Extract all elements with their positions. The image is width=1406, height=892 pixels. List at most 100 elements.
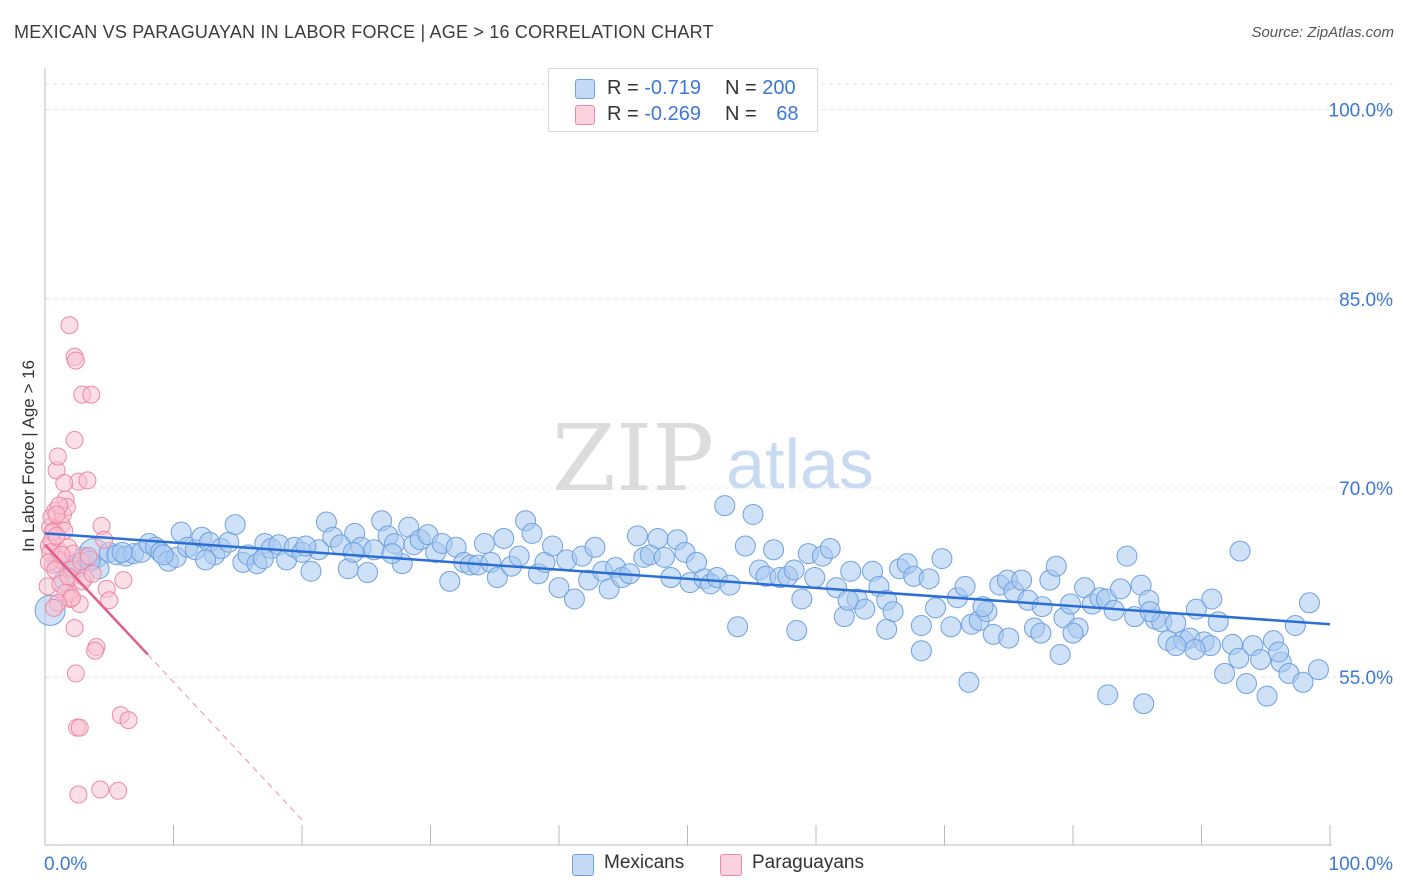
data-point-paraguayans xyxy=(119,711,138,730)
data-point-mexicans xyxy=(931,548,953,570)
trendline-paraguayans xyxy=(44,543,149,656)
data-point-mexicans xyxy=(584,536,606,558)
data-point-mexicans xyxy=(1165,612,1187,634)
legend-r-mexicans: R = -0.719 xyxy=(607,77,701,99)
data-point-paraguayans xyxy=(91,780,110,799)
data-point-mexicans xyxy=(727,616,749,638)
data-point-mexicans xyxy=(1110,578,1132,600)
data-point-mexicans xyxy=(224,514,246,536)
data-point-mexicans xyxy=(998,627,1020,649)
data-point-mexicans xyxy=(252,548,274,570)
y-tick-label: 55.0% xyxy=(1339,668,1393,689)
legend-swatch-mexicans-bottom xyxy=(572,854,594,876)
data-point-mexicans xyxy=(542,535,564,557)
data-point-mexicans xyxy=(910,614,932,636)
data-point-paraguayans xyxy=(82,385,101,404)
data-point-mexicans xyxy=(521,522,543,544)
y-axis-label: In Labor Force | Age > 16 xyxy=(19,360,38,552)
data-point-mexicans xyxy=(840,560,862,582)
legend-r-paraguayans: R = -0.269 xyxy=(607,103,701,125)
y-tick-labels: 55.0% 70.0% 85.0% 100.0% xyxy=(1329,101,1394,690)
data-point-mexicans xyxy=(734,535,756,557)
data-point-mexicans xyxy=(1292,671,1314,693)
data-point-mexicans xyxy=(1097,684,1119,706)
data-point-paraguayans xyxy=(48,447,67,466)
data-point-paraguayans xyxy=(47,526,66,545)
legend-row-mexicans: R = -0.719 N = 200 xyxy=(549,75,817,101)
data-point-paraguayans xyxy=(65,431,84,450)
watermark: ZIP atlas xyxy=(552,405,874,512)
data-point-paraguayans xyxy=(47,505,66,524)
data-point-paraguayans xyxy=(70,718,89,737)
data-point-mexicans xyxy=(1214,662,1236,684)
data-point-paraguayans xyxy=(114,571,133,590)
data-point-mexicans xyxy=(508,545,530,567)
data-point-mexicans xyxy=(783,559,805,581)
data-point-mexicans xyxy=(626,525,648,547)
data-point-mexicans xyxy=(791,588,813,610)
data-point-mexicans xyxy=(719,574,741,596)
data-point-mexicans xyxy=(111,541,133,563)
x-tick-labels: 0.0% 100.0% xyxy=(44,854,1393,875)
data-point-mexicans xyxy=(910,640,932,662)
data-point-mexicans xyxy=(925,597,947,619)
series-mexicans xyxy=(34,495,1329,715)
data-point-mexicans xyxy=(473,532,495,554)
trend-lines xyxy=(44,532,1331,821)
data-point-mexicans xyxy=(342,541,364,563)
legend-label-paraguayans: Paraguayans xyxy=(752,852,864,873)
data-point-mexicans xyxy=(876,618,898,640)
data-point-mexicans xyxy=(152,544,174,566)
data-point-mexicans xyxy=(1030,622,1052,644)
data-point-paraguayans xyxy=(86,641,105,660)
data-point-paraguayans xyxy=(65,619,84,638)
data-point-mexicans xyxy=(804,567,826,589)
watermark-atlas: atlas xyxy=(726,425,874,503)
series-legend: Mexicans Paraguayans xyxy=(0,852,1406,878)
data-point-mexicans xyxy=(1235,673,1257,695)
data-point-mexicans xyxy=(1011,569,1033,591)
data-point-paraguayans xyxy=(55,473,74,492)
data-point-mexicans xyxy=(1059,593,1081,615)
trendline-mexicans xyxy=(44,532,1331,626)
data-point-paraguayans xyxy=(44,598,63,617)
data-point-mexicans xyxy=(763,539,785,561)
y-tick-label: 100.0% xyxy=(1329,101,1394,122)
legend-row-paraguayans: R = -0.269 N = 68 xyxy=(549,101,817,127)
legend-swatch-mexicans xyxy=(575,79,595,99)
data-point-paraguayans xyxy=(95,530,114,549)
legend-swatch-paraguayans-bottom xyxy=(720,854,742,876)
data-point-mexicans xyxy=(486,567,508,589)
legend-label-mexicans: Mexicans xyxy=(604,852,685,873)
data-point-mexicans xyxy=(563,588,585,610)
data-point-paraguayans xyxy=(60,316,79,335)
data-point-mexicans xyxy=(1201,588,1223,610)
data-point-mexicans xyxy=(439,570,461,592)
data-point-mexicans xyxy=(1031,596,1053,618)
data-point-paraguayans xyxy=(78,471,97,490)
data-point-mexicans xyxy=(1184,638,1206,660)
data-point-mexicans xyxy=(1228,647,1250,669)
data-point-mexicans xyxy=(357,562,379,584)
data-point-mexicans xyxy=(548,577,570,599)
data-point-mexicans xyxy=(381,543,403,565)
data-point-mexicans xyxy=(1250,649,1272,671)
source-credit: Source: ZipAtlas.com xyxy=(1251,24,1394,41)
data-point-paraguayans xyxy=(109,781,128,800)
data-point-mexicans xyxy=(1165,635,1187,657)
data-point-paraguayans xyxy=(66,351,85,370)
data-point-mexicans xyxy=(954,575,976,597)
data-point-mexicans xyxy=(1062,622,1084,644)
data-point-mexicans xyxy=(958,671,980,693)
data-point-mexicans xyxy=(1268,641,1290,663)
data-point-mexicans xyxy=(972,596,994,618)
data-point-mexicans xyxy=(882,601,904,623)
data-point-mexicans xyxy=(854,598,876,620)
data-point-mexicans xyxy=(493,527,515,549)
data-point-mexicans xyxy=(742,503,764,525)
data-point-mexicans xyxy=(1307,659,1329,681)
trendline-paraguayans-extension xyxy=(147,654,303,821)
data-point-paraguayans xyxy=(79,547,98,566)
y-tick-label: 85.0% xyxy=(1339,290,1393,311)
